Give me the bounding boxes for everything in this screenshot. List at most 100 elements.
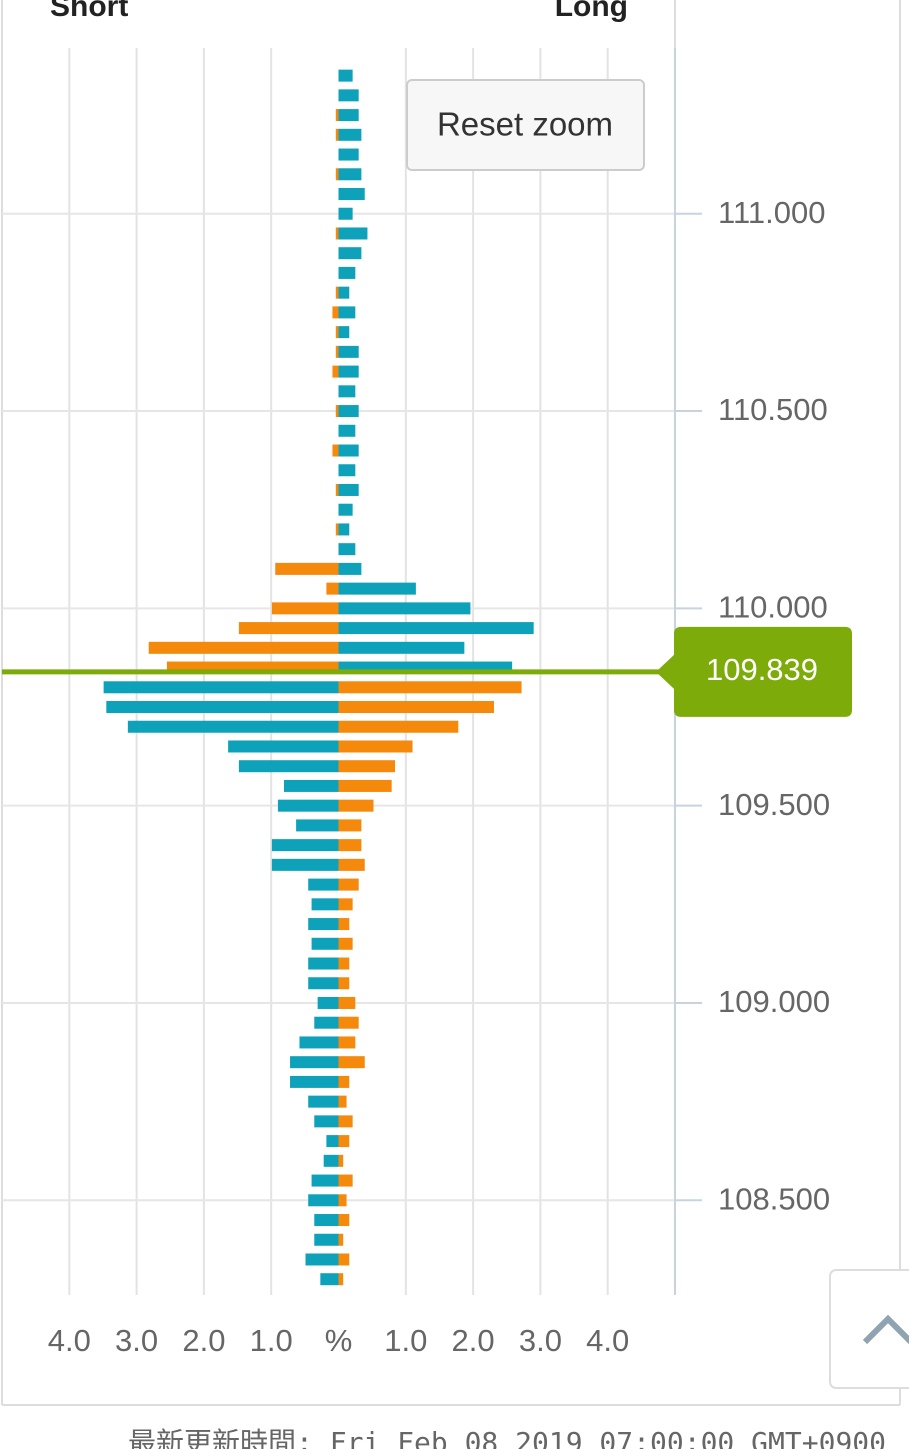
bar <box>338 543 356 556</box>
bar <box>305 1253 339 1266</box>
bar <box>338 918 350 931</box>
x-tick-label: 2.0 <box>182 1323 225 1358</box>
y-tick-label: 109.000 <box>718 984 830 1019</box>
bar <box>335 168 339 181</box>
bar <box>338 641 465 654</box>
bar <box>338 247 362 260</box>
y-tick-label: 109.500 <box>718 787 830 822</box>
bar <box>148 641 339 654</box>
x-tick-label: 2.0 <box>452 1323 495 1358</box>
bar <box>277 799 339 812</box>
bar <box>338 562 362 575</box>
bar <box>338 681 522 694</box>
bar <box>338 405 359 418</box>
button-box[interactable] <box>406 79 645 171</box>
bar <box>238 622 339 635</box>
bar <box>308 918 339 931</box>
bar <box>338 365 359 378</box>
bar <box>308 957 339 970</box>
bar <box>338 1214 350 1227</box>
bar <box>335 345 339 358</box>
x-tick-label: 3.0 <box>115 1323 158 1358</box>
bar <box>332 365 339 378</box>
bar <box>338 424 356 437</box>
bar <box>335 128 339 141</box>
bar <box>338 503 353 516</box>
bar <box>338 89 359 102</box>
y-tick-label: 111.000 <box>718 195 825 230</box>
scroll-top-box[interactable] <box>829 1269 909 1389</box>
x-tick-label: 1.0 <box>384 1323 427 1358</box>
y-tick-label: 110.500 <box>718 392 828 427</box>
bar <box>338 819 362 832</box>
bar <box>311 898 339 911</box>
bar <box>338 799 374 812</box>
bar <box>338 345 359 358</box>
chevron[interactable] <box>862 1314 909 1345</box>
bar <box>338 602 471 615</box>
bar <box>338 69 353 82</box>
bar <box>338 701 494 714</box>
bar <box>308 977 339 990</box>
bar <box>338 109 359 122</box>
bar <box>338 148 359 161</box>
bar <box>338 977 350 990</box>
bar <box>338 128 362 141</box>
bar <box>106 701 339 714</box>
bar <box>335 286 339 299</box>
bar <box>338 227 368 240</box>
bar <box>338 1253 350 1266</box>
bar <box>338 1036 356 1049</box>
bar <box>335 405 339 418</box>
bar <box>314 1214 339 1227</box>
bar <box>296 819 339 832</box>
scroll-top-button[interactable] <box>829 1269 909 1389</box>
bar <box>320 1273 339 1286</box>
x-tick-label: % <box>325 1323 353 1358</box>
bar <box>338 444 359 457</box>
plot: 4.0 3.0 2.0 1.0% 1.0 2.0 3.0 4.0 108.500 109.000 1… <box>2 48 852 1358</box>
bar <box>127 720 339 733</box>
bar <box>238 760 339 773</box>
bar <box>338 622 534 635</box>
bar <box>338 957 350 970</box>
bar <box>332 444 339 457</box>
y-tick-label: 108.500 <box>718 1181 830 1216</box>
bar <box>283 779 339 792</box>
bar <box>338 1115 353 1128</box>
bar <box>290 1075 339 1088</box>
bar <box>338 326 350 339</box>
bar <box>326 1135 339 1148</box>
current-price-flag <box>656 626 852 717</box>
bar <box>338 168 362 181</box>
bar <box>299 1036 339 1049</box>
bar <box>338 839 362 852</box>
bar <box>338 878 359 891</box>
button-label[interactable]: Reset zoom <box>437 106 613 143</box>
bar <box>103 681 339 694</box>
bar <box>338 207 353 220</box>
bar <box>275 562 339 575</box>
bar <box>338 1273 344 1286</box>
bar <box>338 385 356 398</box>
bar <box>338 1135 350 1148</box>
bar <box>332 306 339 319</box>
reset-zoom-button[interactable]: Reset zoom <box>406 79 645 171</box>
bar <box>338 1194 347 1207</box>
bar <box>326 582 339 595</box>
bar <box>338 858 365 871</box>
bar <box>271 858 339 871</box>
bar <box>338 720 459 733</box>
y-tick-label: 110.000 <box>718 590 828 625</box>
bar <box>338 1056 365 1069</box>
bar <box>338 188 365 201</box>
bar <box>308 1194 339 1207</box>
bar <box>314 1233 339 1246</box>
bar <box>311 1174 339 1187</box>
x-tick-label: 3.0 <box>519 1323 562 1358</box>
bar <box>338 937 353 950</box>
bar <box>228 740 339 753</box>
bar <box>323 1154 339 1167</box>
